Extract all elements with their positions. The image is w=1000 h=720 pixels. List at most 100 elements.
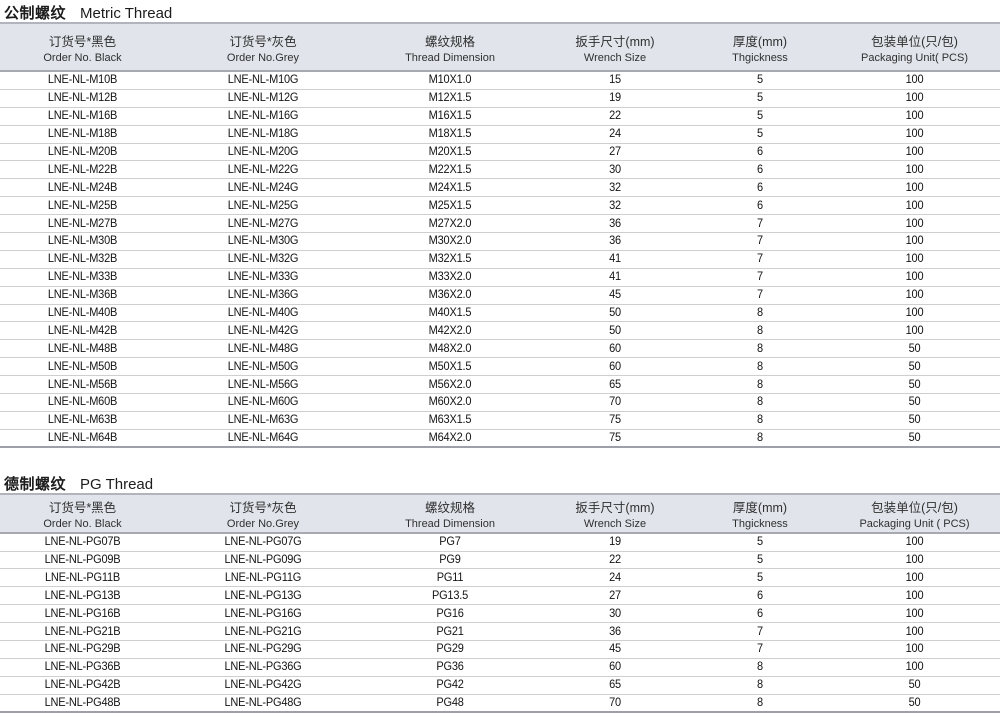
table-cell: 8 [757,324,763,338]
table-cell: 24 [609,127,621,141]
column-header: 订货号*黑色 Order No. Black [0,31,165,64]
table-cell: PG7 [439,535,461,549]
table-cell: 50 [908,360,921,374]
table-row: LNE-NL-M18B LNE-NL-M18G M18X1.5 24 5 100 [0,126,1000,144]
table-cell: 100 [905,306,924,320]
table-cell: LNE-NL-PG48G [224,696,302,710]
table-row: LNE-NL-PG48B LNE-NL-PG48G PG48 70 8 50 [0,695,1000,713]
table-cell: 50 [908,413,921,427]
table-cell: M32X1.5 [428,252,472,266]
table-row: LNE-NL-M22B LNE-NL-M22G M22X1.5 30 6 100 [0,161,1000,180]
table-cell: M22X1.5 [428,163,472,177]
table-cell: 7 [757,234,763,248]
column-header: 厚度(mm) Thgickness [691,31,829,64]
table-cell: M60X2.0 [428,395,472,409]
table-header-row: 订货号*黑色 Order No. Black 订货号*灰色 Order No.Grey… [0,22,1000,72]
table-cell: PG16 [436,607,464,621]
table-cell: 8 [757,360,763,374]
table-cell: LNE-NL-PG07G [224,535,302,549]
section-title-zh: 公制螺纹 [4,5,67,22]
table-cell: 41 [609,252,621,266]
column-header-zh: 螺纹规格 [424,34,475,49]
metric-thread-title: 公制螺纹 Metric Thread [0,0,1000,22]
table-cell: 60 [609,660,621,674]
table-cell: LNE-NL-M60B [47,395,118,409]
table-cell: LNE-NL-M32B [47,252,118,266]
table-cell: LNE-NL-M40B [47,306,118,320]
table-row: LNE-NL-PG16B LNE-NL-PG16G PG16 30 6 100 [0,605,1000,624]
pg-thread-title: 德制螺纹 PG Thread [0,471,1000,493]
table-row: LNE-NL-M60B LNE-NL-M60G M60X2.0 70 8 50 [0,394,1000,412]
column-header: 包装单位(只/包) Packaging Unit( PCS) [829,31,1000,64]
table-row: LNE-NL-M30B LNE-NL-M30G M30X2.0 36 7 100 [0,233,1000,251]
section-title-en: Metric Thread [80,5,173,22]
table-cell: LNE-NL-PG48B [44,696,121,710]
column-header-zh: 包装单位(只/包) [871,500,958,515]
column-header: 螺纹规格 Thread Dimension [361,497,539,530]
table-cell: 65 [609,678,621,692]
column-header-en: Thgickness [732,51,788,64]
table-cell: LNE-NL-PG36G [224,660,302,674]
table-cell: LNE-NL-M22B [47,163,118,177]
table-cell: 100 [905,535,924,549]
table-row: LNE-NL-PG07B LNE-NL-PG07G PG7 19 5 100 [0,534,1000,552]
table-cell: LNE-NL-M50G [227,360,299,374]
table-cell: 6 [757,145,763,159]
table-cell: LNE-NL-M33B [47,270,118,284]
table-cell: 5 [757,553,763,567]
table-cell: 100 [905,660,924,674]
table-cell: 75 [609,413,621,427]
table-cell: 100 [905,163,924,177]
table-cell: M36X2.0 [428,288,472,302]
column-header: 订货号*黑色 Order No. Black [0,497,165,530]
table-cell: LNE-NL-M60G [227,395,299,409]
table-cell: 36 [609,234,621,248]
table-cell: LNE-NL-M24B [47,181,118,195]
table-cell: 70 [609,395,621,409]
table-cell: M50X1.5 [428,360,472,374]
table-cell: 22 [609,553,621,567]
table-cell: 41 [609,270,621,284]
table-row: LNE-NL-M50B LNE-NL-M50G M50X1.5 60 8 50 [0,358,1000,377]
table-cell: LNE-NL-PG36B [44,660,121,674]
table-cell: LNE-NL-M16B [47,109,118,123]
table-cell: LNE-NL-M30B [47,234,118,248]
column-header-en: Order No. Black [43,51,122,64]
table-row: LNE-NL-M12B LNE-NL-M12G M12X1.5 19 5 100 [0,90,1000,108]
table-cell: M42X2.0 [428,324,472,338]
column-header-en: Wrench Size [583,51,647,64]
column-header: 扳手尺寸(mm) Wrench Size [539,31,691,64]
table-cell: 19 [609,91,621,105]
table-cell: PG36 [436,660,464,674]
table-cell: M10X1.0 [428,73,472,87]
table-cell: PG13.5 [431,589,469,603]
column-header-zh: 螺纹规格 [424,500,475,515]
table-cell: M20X1.5 [428,145,472,159]
table-cell: LNE-NL-M12B [47,91,118,105]
table-cell: LNE-NL-M50B [47,360,118,374]
table-cell: LNE-NL-M42B [47,324,118,338]
table-cell: PG48 [436,696,464,710]
table-cell: 50 [609,324,621,338]
table-cell: 8 [757,660,763,674]
table-row: LNE-NL-M63B LNE-NL-M63G M63X1.5 75 8 50 [0,412,1000,430]
column-header: 包装单位(只/包) Packaging Unit ( PCS) [829,497,1000,530]
column-header-zh: 订货号*黑色 [48,500,117,515]
column-header-zh: 订货号*黑色 [48,34,117,49]
table-cell: LNE-NL-PG16G [224,607,302,621]
table-body: LNE-NL-M10B LNE-NL-M10G M10X1.0 15 5 100 LNE-N… [0,72,1000,448]
column-header-zh: 厚度(mm) [732,500,788,515]
table-cell: LNE-NL-PG09B [44,553,121,567]
table-cell: LNE-NL-PG29B [44,643,121,656]
column-header-zh: 包装单位(只/包) [871,34,958,49]
table-cell: 100 [905,181,924,195]
table-cell: 100 [905,625,924,639]
table-cell: 32 [609,181,621,195]
table-cell: LNE-NL-PG11B [44,571,121,585]
table-cell: 8 [757,378,763,392]
table-cell: 7 [757,643,763,656]
table-cell: LNE-NL-M18B [47,127,118,141]
table-cell: 100 [905,217,924,231]
table-cell: M27X2.0 [428,217,472,231]
table-row: LNE-NL-M36B LNE-NL-M36G M36X2.0 45 7 100 [0,287,1000,305]
